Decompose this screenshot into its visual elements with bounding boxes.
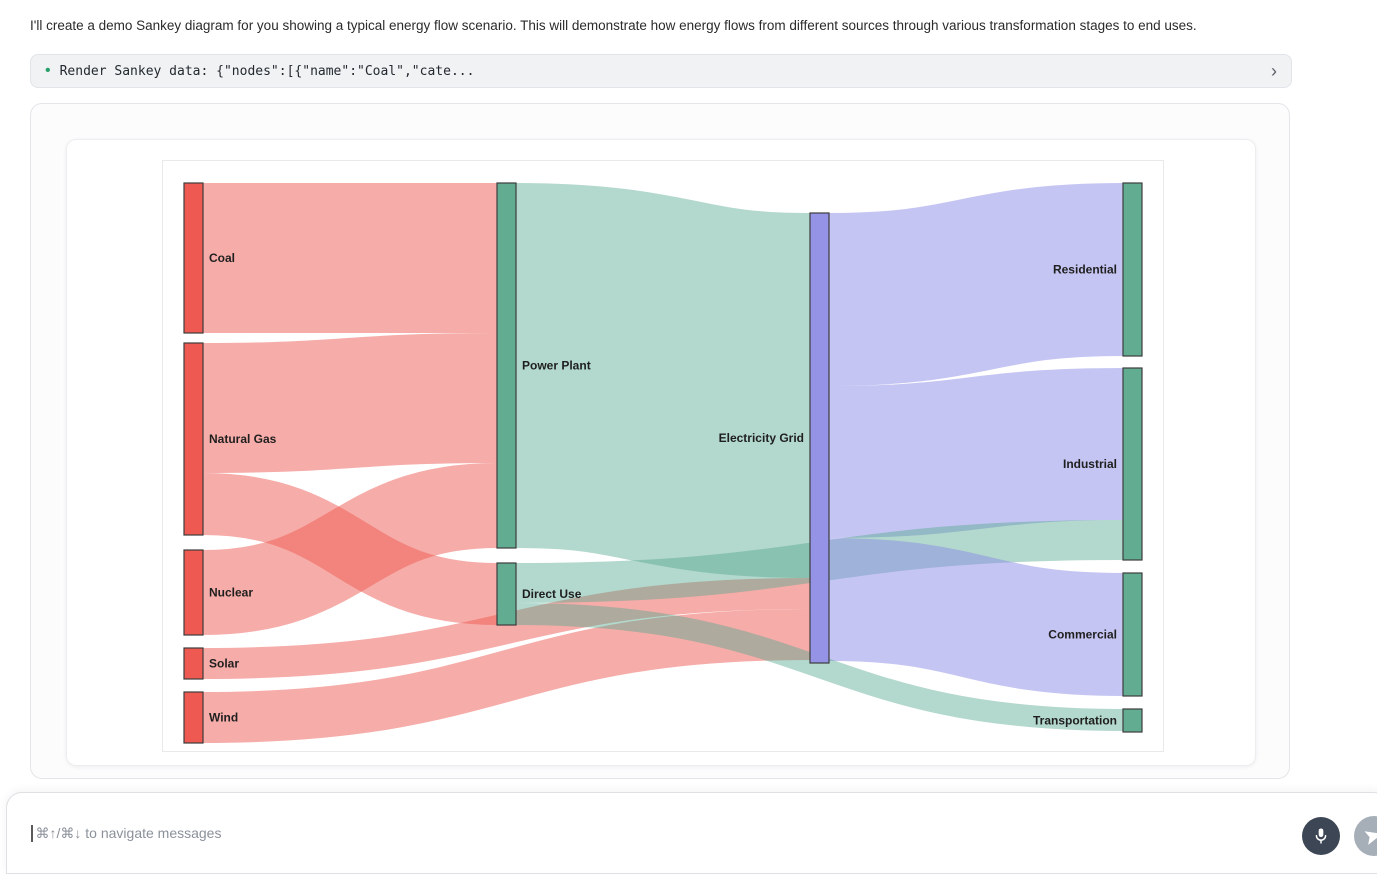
sankey-link-nuclear-to-power-plant xyxy=(202,463,498,635)
sankey-node-commercial[interactable] xyxy=(1122,572,1143,697)
sankey-node-natural-gas[interactable] xyxy=(183,342,204,536)
chevron-right-icon[interactable]: › xyxy=(1271,61,1277,81)
sankey-link-direct-use-to-transportation xyxy=(515,603,1124,731)
sankey-label-wind: Wind xyxy=(209,711,238,725)
message-input[interactable]: ⌘↑/⌘↓ to navigate messages xyxy=(31,823,1248,843)
sankey-node-solar[interactable] xyxy=(183,647,204,680)
assistant-message-text: I'll create a demo Sankey diagram for yo… xyxy=(30,18,1197,33)
sankey-link-wind-to-electricity-grid xyxy=(202,609,811,743)
tool-call-row[interactable]: • Render Sankey data: {"nodes":[{"name":… xyxy=(30,54,1292,88)
sankey-label-natural-gas: Natural Gas xyxy=(209,432,277,446)
send-button[interactable] xyxy=(1354,816,1377,856)
sankey-label-direct-use: Direct Use xyxy=(522,587,582,601)
sankey-link-electricity-grid-to-commercial xyxy=(828,538,1124,696)
chart-card: Coal Natural Gas Nuclear Solar Wind Power Pla… xyxy=(66,139,1256,766)
tool-call-label: Render Sankey data: {"nodes":[{"name":"C… xyxy=(59,63,475,79)
sankey-node-wind[interactable] xyxy=(183,691,204,744)
mic-button[interactable] xyxy=(1302,817,1340,855)
composer-panel: ⌘↑/⌘↓ to navigate messages xyxy=(6,792,1377,874)
sankey-link-electricity-grid-to-industrial xyxy=(828,368,1124,538)
sankey-label-transportation: Transportation xyxy=(1033,714,1117,728)
sankey-node-electricity-grid[interactable] xyxy=(809,212,830,664)
artifact-card: Coal Natural Gas Nuclear Solar Wind Power Pla… xyxy=(30,103,1290,779)
tool-status-dot-icon: • xyxy=(45,62,51,79)
sankey-label-electricity-grid: Electricity Grid xyxy=(719,431,804,445)
sankey-link-solar-to-electricity-grid xyxy=(202,578,811,679)
sankey-node-industrial[interactable] xyxy=(1122,367,1143,561)
sankey-label-solar: Solar xyxy=(209,657,239,671)
sankey-label-commercial: Commercial xyxy=(1048,628,1117,642)
send-icon xyxy=(1364,831,1377,845)
sankey-label-coal: Coal xyxy=(209,251,235,265)
input-placeholder: ⌘↑/⌘↓ to navigate messages xyxy=(35,824,222,841)
sankey-link-natural-gas-to-power-plant xyxy=(202,333,498,473)
sankey-node-direct-use[interactable] xyxy=(496,562,517,626)
sankey-label-nuclear: Nuclear xyxy=(209,586,253,600)
sankey-node-transportation[interactable] xyxy=(1122,708,1143,733)
text-caret xyxy=(31,824,33,842)
sankey-node-coal[interactable] xyxy=(183,182,204,334)
sankey-label-power-plant: Power Plant xyxy=(522,359,591,373)
sankey-chart-area: Coal Natural Gas Nuclear Solar Wind Power Pla… xyxy=(162,160,1164,752)
sankey-link-power-plant-to-electricity-grid xyxy=(514,183,812,578)
sankey-label-industrial: Industrial xyxy=(1063,457,1117,471)
sankey-node-residential[interactable] xyxy=(1122,182,1143,357)
sankey-link-electricity-grid-to-residential xyxy=(828,183,1124,386)
sankey-svg: Coal Natural Gas Nuclear Solar Wind Power Pla… xyxy=(183,182,1143,744)
mic-icon xyxy=(1315,828,1327,844)
sankey-node-power-plant[interactable] xyxy=(496,182,517,549)
sankey-label-residential: Residential xyxy=(1053,263,1117,277)
sankey-node-nuclear[interactable] xyxy=(183,549,204,636)
